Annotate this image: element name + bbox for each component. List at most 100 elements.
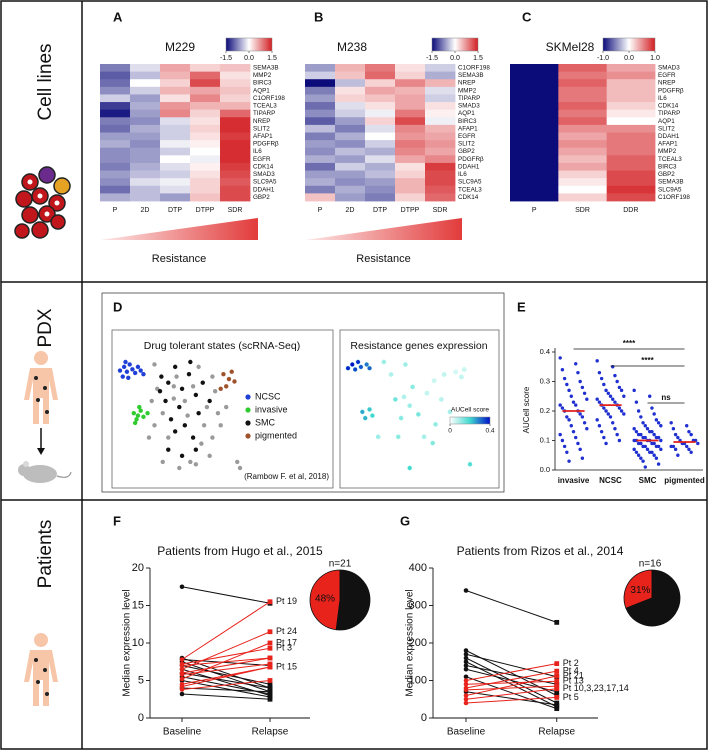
gene-label: CDK14 (658, 103, 679, 110)
heatmap-cell (395, 71, 426, 80)
data-point (676, 435, 680, 440)
relapse-marker (267, 599, 273, 605)
data-point (659, 447, 663, 452)
legend-label: NCSC (255, 391, 281, 401)
cell-point (188, 459, 193, 465)
heatmap-cell (510, 102, 559, 111)
heatmap-cell (190, 147, 221, 156)
y-tick-label: 0.4 (540, 347, 550, 356)
colorbar-tick-label: 0 (448, 428, 452, 435)
data-point (643, 424, 647, 428)
data-point (615, 379, 619, 384)
patient-label: Pt 17 (276, 637, 297, 647)
colorbar-tick-label: -1.5 (426, 55, 438, 62)
cell-point (360, 409, 365, 415)
cell-point (349, 362, 355, 367)
cell-point (352, 367, 358, 372)
y-tick-label: 200 (409, 637, 427, 649)
gene-label: EGFR (253, 156, 271, 163)
heatmap-cell (606, 147, 656, 156)
data-point (602, 406, 606, 410)
heatmap-cell (510, 178, 559, 187)
gene-label: SEMA3B (658, 179, 684, 186)
baseline-marker (179, 691, 185, 697)
cell-point (179, 386, 185, 392)
cell-point (174, 374, 179, 379)
data-point (654, 456, 659, 460)
heatmap-cell (130, 109, 161, 118)
y-tick-label: 20 (132, 562, 144, 574)
cell-point (137, 404, 142, 410)
baseline-marker (179, 672, 185, 677)
gene-label: C1ORF198 (253, 95, 285, 102)
gene-label: EGFR (458, 133, 476, 140)
cell-point (221, 371, 226, 377)
gene-label: TIPARP (458, 95, 480, 102)
heatmap-cell (190, 178, 221, 187)
heatmap-cell (220, 117, 251, 126)
patient-label: Pt 21 (563, 670, 584, 680)
data-point (580, 456, 585, 460)
patient-line (465, 668, 557, 693)
heatmap-cell (220, 102, 251, 111)
relapse-marker (267, 685, 273, 691)
cell-point (345, 365, 351, 371)
legend-label: pigmented (255, 430, 297, 440)
y-tick-label: 5 (138, 674, 144, 686)
data-point (673, 447, 678, 452)
heatmap-cell (190, 140, 221, 149)
heatmap-cell (395, 124, 426, 133)
relapse-marker (267, 661, 273, 667)
heatmap-cell (425, 94, 456, 103)
heatmap-cell (395, 140, 426, 149)
heatmap-cell (160, 71, 191, 80)
heatmap-cell (160, 109, 191, 118)
heatmap-cell (220, 170, 251, 179)
column-label: SDR (575, 207, 590, 214)
data-point (645, 427, 650, 431)
cell-point (135, 413, 141, 418)
patient-line (465, 653, 557, 678)
gene-label: TCEAL3 (458, 186, 482, 193)
heatmap-cell (160, 162, 191, 171)
data-point (574, 435, 578, 440)
colorbar (602, 37, 656, 52)
heatmap-cell (335, 79, 366, 88)
heatmap-cell (395, 109, 426, 118)
cell-point (461, 367, 467, 372)
heatmap-cell (558, 102, 608, 111)
heatmap-cell (220, 132, 251, 141)
heatmap-cell (606, 102, 656, 111)
colorbar-tick-label: 0.0 (450, 55, 460, 62)
gene-label: TIPARP (658, 110, 680, 117)
relapse-marker (554, 661, 560, 667)
patient-line (465, 676, 557, 710)
chart-title: Patients from Hugo et al., 2015 (157, 544, 323, 558)
gene-label: AFAP1 (253, 133, 273, 140)
heatmap-cell (395, 117, 426, 126)
heatmap-cell (395, 79, 426, 88)
data-point (615, 432, 619, 437)
significance-label: **** (641, 356, 654, 365)
y-tick-label: 0 (421, 712, 427, 724)
colorbar (449, 416, 491, 425)
baseline-marker (463, 651, 469, 657)
gene-label: MMP2 (458, 87, 477, 94)
cell-point (430, 440, 436, 446)
gene-label: IL6 (658, 95, 667, 102)
data-point (582, 421, 587, 425)
patient-label: Pt 10,3,23,17,14 (563, 683, 629, 693)
heatmap-cell (425, 185, 456, 194)
cell-point (447, 409, 453, 415)
patient-line (465, 665, 557, 685)
patient-label: Pt 5 (563, 692, 579, 702)
cell-point (355, 359, 361, 365)
patient-line (181, 586, 271, 604)
colorbar-tick-label: 1.0 (650, 55, 660, 62)
y-axis-label: Median expression level (122, 589, 133, 696)
column-label: DTP (373, 207, 387, 214)
data-point (611, 365, 615, 369)
resistance-triangle (100, 218, 258, 240)
heatmap-cell (395, 132, 426, 141)
